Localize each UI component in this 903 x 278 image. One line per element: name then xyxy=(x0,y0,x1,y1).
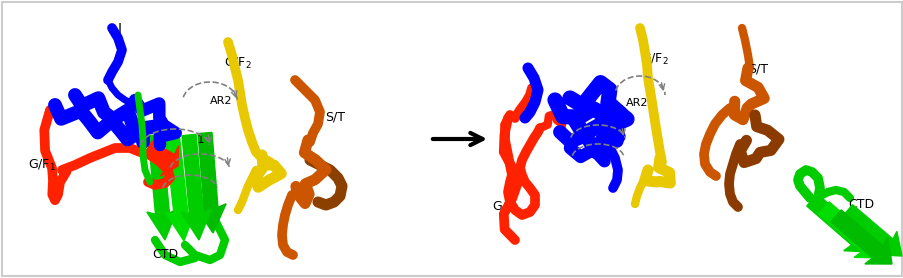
FancyArrow shape xyxy=(195,132,226,233)
Text: J: J xyxy=(530,68,535,82)
Text: AR2: AR2 xyxy=(625,98,647,108)
FancyArrow shape xyxy=(165,132,196,241)
FancyArrow shape xyxy=(146,134,177,240)
Text: G/F$_1$: G/F$_1$ xyxy=(28,158,56,173)
FancyArrow shape xyxy=(144,141,179,176)
Text: S/T: S/T xyxy=(325,110,345,123)
FancyArrow shape xyxy=(818,202,881,258)
Text: G/F$_2$: G/F$_2$ xyxy=(224,56,252,71)
Text: AR1: AR1 xyxy=(182,135,205,145)
FancyArrow shape xyxy=(181,134,211,240)
Text: AR2: AR2 xyxy=(209,96,232,106)
Text: G/F$_1$: G/F$_1$ xyxy=(491,200,519,215)
Text: CTD: CTD xyxy=(152,248,178,261)
FancyArrow shape xyxy=(830,210,891,264)
FancyArrow shape xyxy=(805,194,871,252)
Text: G/F$_2$: G/F$_2$ xyxy=(640,52,668,67)
Text: S/T: S/T xyxy=(747,62,768,75)
Text: CTD: CTD xyxy=(847,198,873,211)
Text: J: J xyxy=(118,22,122,36)
FancyArrow shape xyxy=(842,205,901,256)
Text: AR1: AR1 xyxy=(600,138,623,148)
